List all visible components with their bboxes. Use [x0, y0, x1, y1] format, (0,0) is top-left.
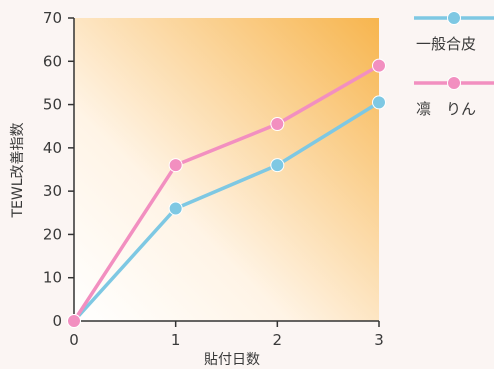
y-tick-label: 70 [43, 9, 62, 27]
legend-marker-1 [447, 76, 461, 90]
series-1-point [372, 58, 386, 73]
series-1-point [168, 158, 183, 173]
x-tick-label: 3 [374, 331, 384, 349]
y-tick-label: 30 [43, 182, 62, 200]
y-axis-title: TEWL改善指数 [10, 122, 26, 218]
y-tick-label: 60 [43, 52, 62, 70]
x-ticks: 0 1 2 3 [69, 321, 384, 349]
x-tick-label: 0 [69, 331, 79, 349]
series-1-point [270, 117, 285, 132]
y-tick-label: 0 [52, 312, 62, 330]
y-tick-label: 50 [43, 96, 62, 114]
legend-marker-0 [447, 11, 461, 25]
y-tick-label: 20 [43, 225, 62, 243]
x-axis-title: 貼付日数 [204, 352, 260, 368]
y-tick-label: 40 [43, 139, 62, 157]
series-0-point [270, 158, 285, 173]
series-0-point [168, 201, 183, 216]
plot-area [74, 18, 379, 321]
series-layer [67, 58, 386, 328]
x-tick-label: 2 [273, 331, 283, 349]
legend-label-0: 一般合皮 [416, 35, 476, 53]
x-tick-label: 1 [171, 331, 181, 349]
series-0-point [372, 95, 386, 110]
y-ticks: 0 10 20 30 40 50 60 70 [43, 9, 74, 330]
legend-label-1: 凛 りん [416, 100, 476, 118]
y-tick-label: 10 [43, 269, 62, 287]
series-line-1 [72, 64, 380, 322]
series-1-point [67, 314, 81, 328]
series-line-0 [72, 100, 380, 323]
